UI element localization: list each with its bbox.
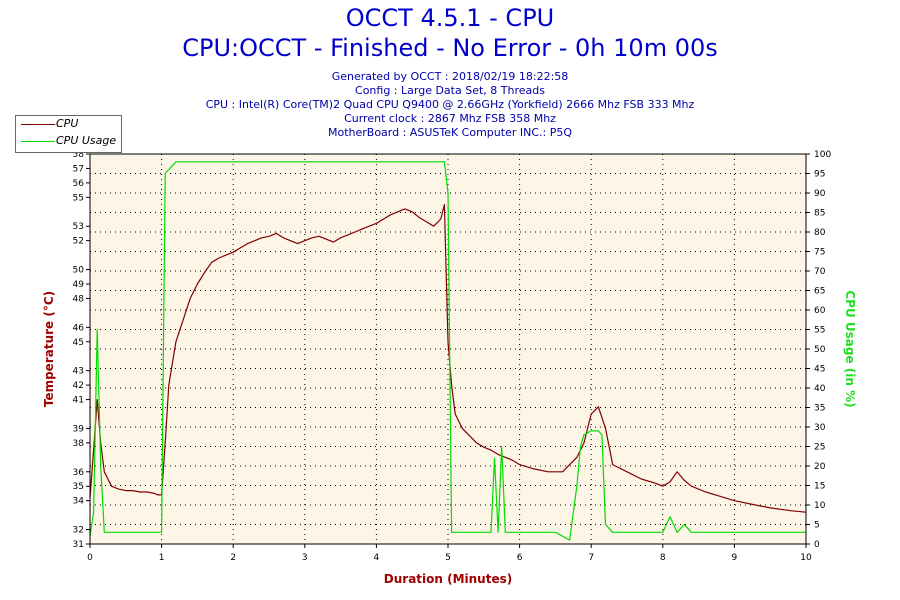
y-right-tick-label: 100 <box>814 150 831 160</box>
x-tick-label: 0 <box>87 553 93 563</box>
y-left-tick-label: 45 <box>73 338 84 348</box>
y-axis-left-label: Temperature (°C) <box>42 291 56 407</box>
x-tick-label: 2 <box>230 553 236 563</box>
y-left-tick-label: 43 <box>73 367 84 377</box>
y-left-tick-label: 35 <box>73 482 84 492</box>
legend-label-cpu: CPU <box>56 117 79 130</box>
y-right-tick-label: 50 <box>814 345 826 355</box>
y-right-tick-label: 0 <box>814 540 820 550</box>
y-right-tick-label: 40 <box>814 384 826 394</box>
x-tick-label: 6 <box>517 553 523 563</box>
x-tick-label: 1 <box>159 553 165 563</box>
x-tick-label: 8 <box>660 553 666 563</box>
axes: 0 1 2 3 4 5 6 7 8 9 103132343536383941424345464849… <box>73 150 832 563</box>
y-left-tick-label: 41 <box>73 396 84 406</box>
y-left-tick-label: 56 <box>73 179 85 189</box>
y-left-tick-label: 38 <box>73 439 85 449</box>
y-left-tick-label: 32 <box>73 526 84 536</box>
y-left-tick-label: 57 <box>73 164 84 174</box>
info-config: Config : Large Data Set, 8 Threads <box>355 84 545 97</box>
x-tick-label: 3 <box>302 553 308 563</box>
y-left-tick-label: 42 <box>73 381 84 391</box>
y-left-tick-label: 48 <box>73 294 85 304</box>
info-motherboard: MotherBoard : ASUSTeK Computer INC.: P5Q <box>327 126 572 139</box>
legend-swatch-cpu <box>21 124 55 125</box>
y-left-tick-label: 34 <box>73 497 85 507</box>
y-right-tick-label: 60 <box>814 306 826 316</box>
y-right-tick-label: 35 <box>814 404 825 414</box>
y-left-tick-label: 50 <box>73 266 85 276</box>
y-left-tick-label: 36 <box>73 468 85 478</box>
y-right-tick-label: 75 <box>814 248 825 258</box>
legend-swatch-cpu-usage <box>21 141 55 142</box>
info-generated: Generated by OCCT : 2018/02/19 18:22:58 <box>331 70 569 83</box>
y-right-tick-label: 65 <box>814 287 825 297</box>
y-right-tick-label: 5 <box>814 521 820 531</box>
y-right-tick-label: 90 <box>814 189 826 199</box>
y-left-tick-label: 39 <box>73 424 85 434</box>
plot-frame <box>89 153 807 545</box>
series-layer <box>89 161 807 541</box>
y-right-tick-label: 15 <box>814 482 825 492</box>
y-left-tick-label: 58 <box>73 150 85 160</box>
y-left-tick-label: 31 <box>73 540 84 550</box>
x-tick-label: 4 <box>374 553 380 563</box>
y-right-tick-label: 80 <box>814 228 826 238</box>
legend: CPU CPU Usage <box>15 115 122 153</box>
info-clock: Current clock : 2867 Mhz FSB 358 Mhz <box>344 112 556 125</box>
chart-subtitle: CPU:OCCT - Finished - No Error - 0h 10m … <box>182 34 718 62</box>
y-right-tick-label: 70 <box>814 267 826 277</box>
y-left-tick-label: 53 <box>73 222 84 232</box>
y-right-tick-label: 20 <box>814 462 826 472</box>
legend-label-cpu-usage: CPU Usage <box>56 134 117 147</box>
y-axis-right-label: CPU Usage (in %) <box>843 290 857 407</box>
series-line-cpu <box>89 204 807 513</box>
chart-title: OCCT 4.5.1 - CPU <box>345 4 555 32</box>
y-right-tick-label: 10 <box>814 501 826 511</box>
y-right-tick-label: 30 <box>814 423 826 433</box>
x-tick-label: 7 <box>588 553 594 563</box>
y-left-tick-label: 55 <box>73 193 84 203</box>
y-left-tick-label: 46 <box>73 323 85 333</box>
y-right-tick-label: 95 <box>814 170 825 180</box>
y-left-tick-label: 52 <box>73 237 84 247</box>
x-tick-label: 9 <box>732 553 738 563</box>
info-cpu: CPU : Intel(R) Core(TM)2 Quad CPU Q9400 … <box>205 98 695 111</box>
y-right-tick-label: 45 <box>814 365 825 375</box>
y-right-tick-label: 85 <box>814 209 825 219</box>
x-axis-label: Duration (Minutes) <box>384 572 512 586</box>
y-left-tick-label: 49 <box>73 280 85 290</box>
series-line-cpu-usage <box>89 161 806 541</box>
y-right-tick-label: 55 <box>814 326 825 336</box>
y-right-tick-label: 25 <box>814 443 825 453</box>
x-tick-label: 10 <box>800 553 812 563</box>
x-tick-label: 5 <box>445 553 451 563</box>
